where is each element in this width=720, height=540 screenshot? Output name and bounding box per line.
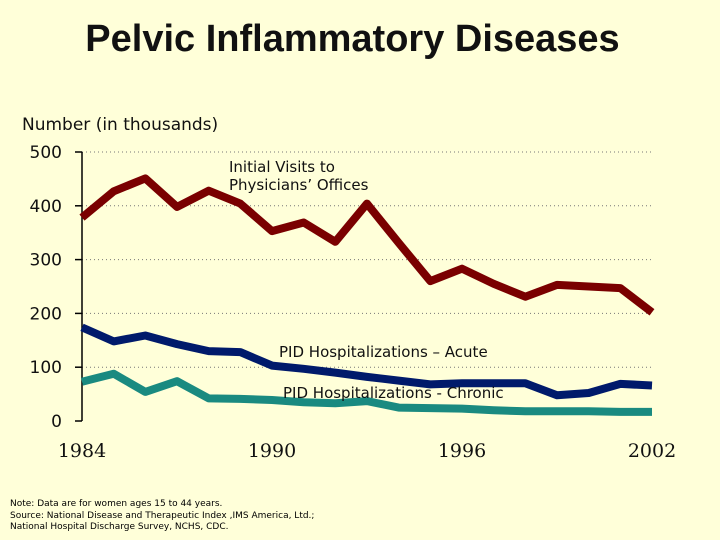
source-note: Note: Data are for women ages 15 to 44 y… (10, 499, 314, 534)
series-label-0-0: Initial Visits to (229, 158, 335, 176)
y-tick-label-400: 400 (30, 197, 62, 217)
series-label-2-0: PID Hospitalizations - Chronic (283, 384, 504, 402)
series-line-1 (80, 323, 653, 400)
chart-title: Pelvic Inflammatory Diseases (85, 18, 620, 60)
x-tick-label-1996: 1996 (438, 440, 486, 462)
y-tick-label-300: 300 (30, 251, 62, 271)
x-tick-label-2002: 2002 (628, 440, 676, 462)
axes (75, 151, 83, 422)
y-tick-label-0: 0 (51, 412, 62, 432)
series-line-0 (79, 174, 655, 316)
line-chart: 0 100 200 300 400 500 1984 1990 1996 2002 Number… (22, 115, 676, 462)
x-tick-label-1984: 1984 (58, 440, 106, 462)
y-tick-labels: 0 100 200 300 400 500 (30, 143, 62, 432)
note-line: Note: Data are for women ages 15 to 44 y… (10, 499, 223, 509)
y-tick-label-100: 100 (30, 358, 62, 378)
series-lines (79, 174, 655, 416)
x-tick-label-1990: 1990 (248, 440, 296, 462)
series-label-0-1: Physicians’ Offices (229, 176, 369, 194)
source-line-2: National Hospital Discharge Survey, NCHS… (10, 522, 229, 532)
y-axis-label: Number (in thousands) (22, 115, 218, 135)
series-label-1-0: PID Hospitalizations – Acute (279, 343, 488, 361)
y-tick-label-500: 500 (30, 143, 62, 163)
series-line-2 (81, 369, 652, 416)
y-tick-label-200: 200 (30, 304, 62, 324)
x-tick-labels: 1984 1990 1996 2002 (58, 440, 676, 462)
source-line: Source: National Disease and Therapeutic… (10, 510, 315, 521)
